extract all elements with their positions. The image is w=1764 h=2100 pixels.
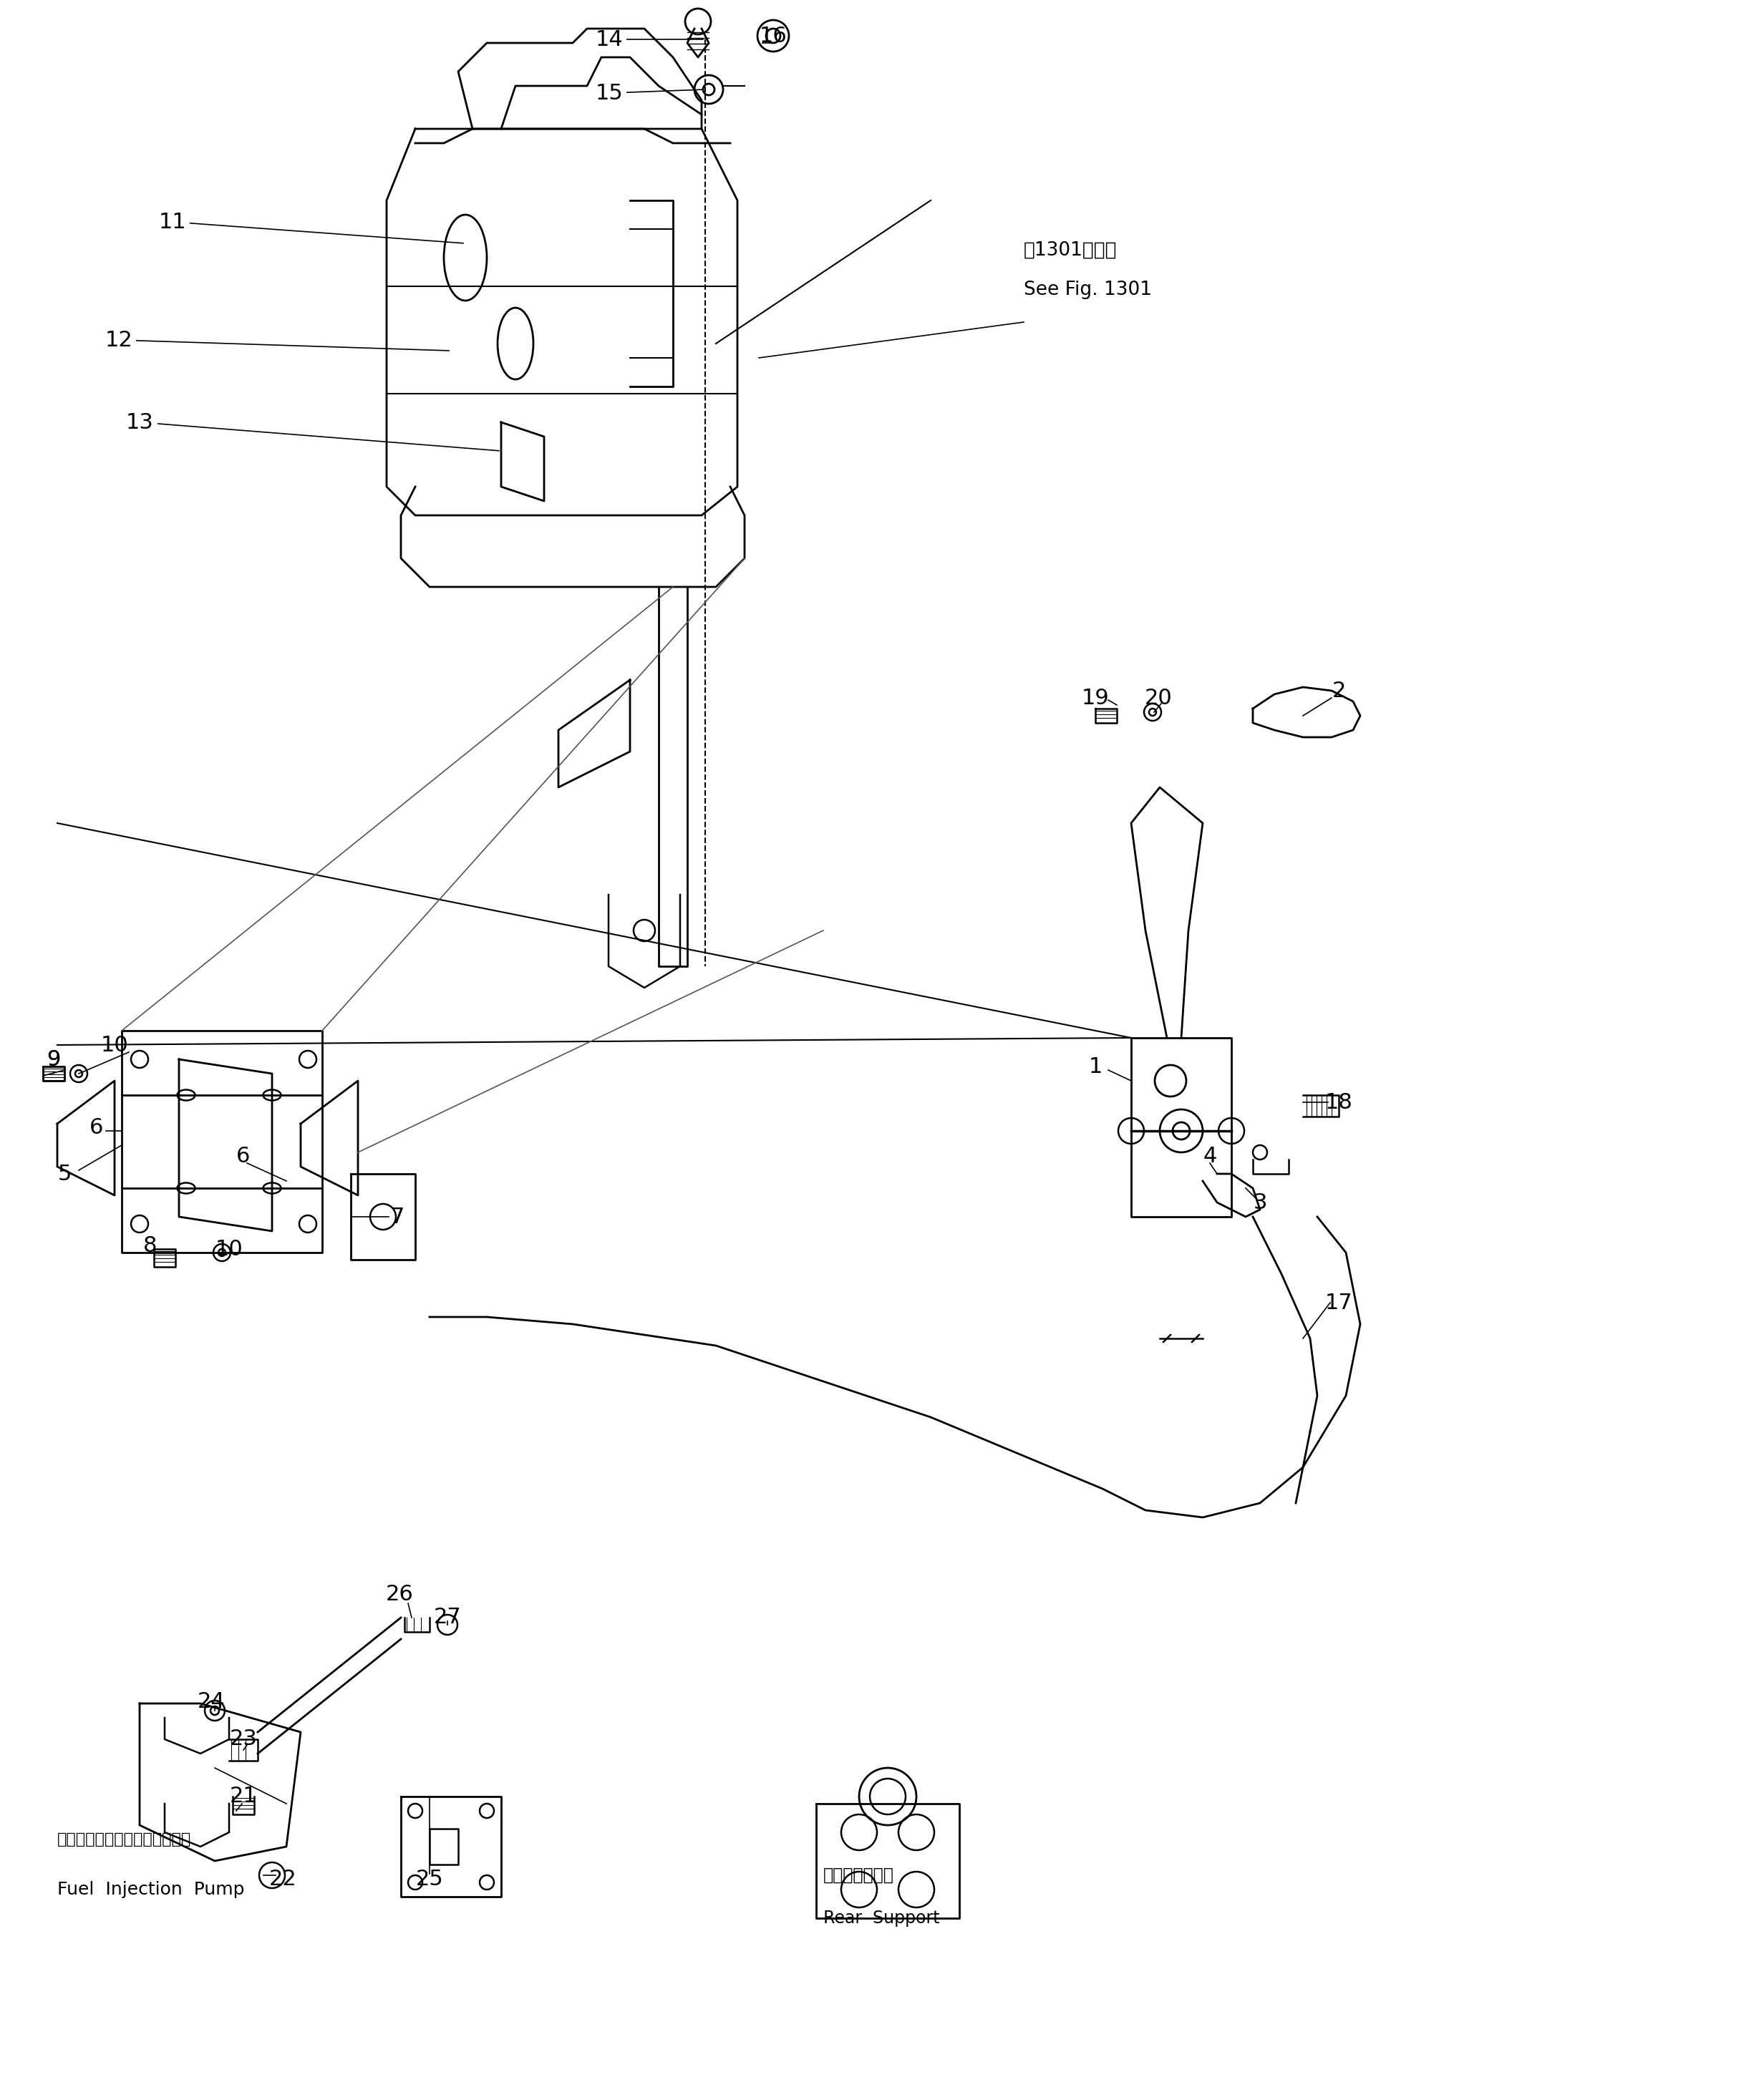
Text: 9: 9 bbox=[48, 1048, 60, 1073]
Text: 5: 5 bbox=[58, 1163, 71, 1184]
Text: 20: 20 bbox=[1145, 687, 1173, 708]
Text: 22: 22 bbox=[268, 1869, 296, 1890]
Text: 8: 8 bbox=[143, 1235, 157, 1256]
Text: 6: 6 bbox=[90, 1117, 104, 1138]
Text: 9: 9 bbox=[48, 1048, 60, 1069]
Text: 4: 4 bbox=[1203, 1147, 1217, 1166]
Text: 10: 10 bbox=[101, 1035, 129, 1056]
Text: 第1301図参照: 第1301図参照 bbox=[1023, 242, 1117, 260]
Text: 11: 11 bbox=[159, 212, 464, 244]
Text: 7: 7 bbox=[390, 1205, 404, 1226]
Text: 25: 25 bbox=[416, 1869, 443, 1890]
Text: 3: 3 bbox=[1252, 1193, 1267, 1214]
Text: 16: 16 bbox=[759, 25, 787, 46]
Text: Rear  Support: Rear Support bbox=[824, 1909, 940, 1928]
Text: 17: 17 bbox=[1325, 1292, 1353, 1312]
Text: 10: 10 bbox=[215, 1239, 243, 1260]
Text: 18: 18 bbox=[1325, 1092, 1353, 1113]
Text: 2: 2 bbox=[1332, 680, 1346, 701]
Text: 12: 12 bbox=[104, 330, 450, 351]
Text: Fuel  Injection  Pump: Fuel Injection Pump bbox=[56, 1882, 245, 1898]
Text: 14: 14 bbox=[594, 29, 704, 50]
Text: 23: 23 bbox=[229, 1728, 258, 1749]
Text: 24: 24 bbox=[198, 1693, 226, 1711]
Text: 26: 26 bbox=[386, 1583, 413, 1604]
Text: See Fig. 1301: See Fig. 1301 bbox=[1023, 281, 1152, 298]
Text: 13: 13 bbox=[125, 412, 499, 452]
Text: 15: 15 bbox=[594, 82, 704, 103]
Text: 6: 6 bbox=[236, 1147, 250, 1166]
Text: 27: 27 bbox=[434, 1607, 462, 1628]
Text: リヤーサポート: リヤーサポート bbox=[824, 1867, 894, 1884]
Text: 1: 1 bbox=[1088, 1056, 1102, 1077]
Text: フェルインジェクションポンプ: フェルインジェクションポンプ bbox=[56, 1833, 191, 1846]
Text: 21: 21 bbox=[229, 1787, 258, 1806]
Text: 19: 19 bbox=[1081, 687, 1110, 708]
